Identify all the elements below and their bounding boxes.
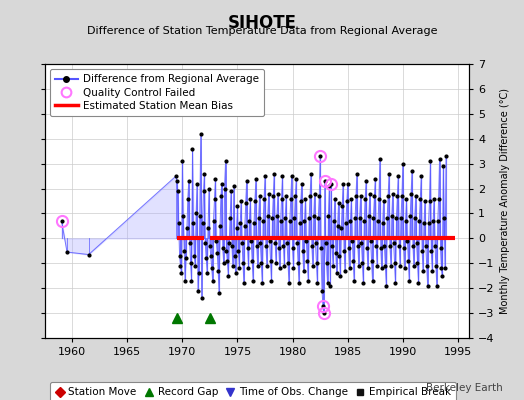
Text: SIHOTE: SIHOTE — [227, 14, 297, 32]
Text: Berkeley Earth: Berkeley Earth — [427, 383, 503, 393]
Legend: Station Move, Record Gap, Time of Obs. Change, Empirical Break: Station Move, Record Gap, Time of Obs. C… — [50, 382, 456, 400]
Text: Difference of Station Temperature Data from Regional Average: Difference of Station Temperature Data f… — [87, 26, 437, 36]
Y-axis label: Monthly Temperature Anomaly Difference (°C): Monthly Temperature Anomaly Difference (… — [500, 88, 510, 314]
